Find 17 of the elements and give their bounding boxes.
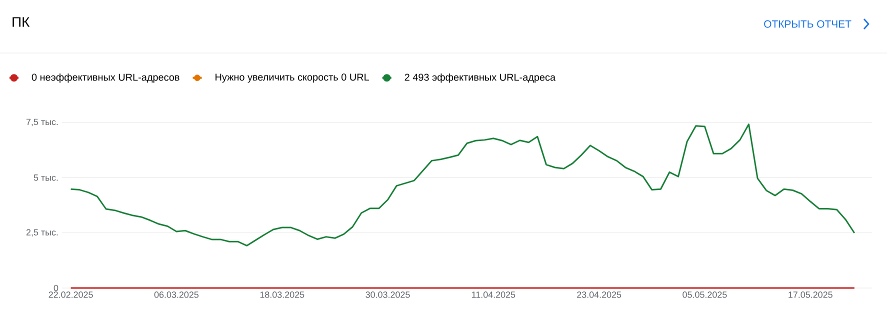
x-tick-label: 22.02.2025 [48, 292, 93, 298]
legend-label: 2 493 эффективных URL-адреса [404, 73, 556, 83]
legend-label: 0 неэффективных URL-адресов [32, 73, 180, 83]
x-tick-label: 06.03.2025 [154, 292, 199, 298]
chart-title: ПК [12, 17, 30, 27]
text: ОТКРЫТЬ ОТЧЕТ [764, 20, 852, 28]
y-tick-label: 2,5 тыс. [26, 229, 58, 237]
x-tick-label: 23.04.2025 [577, 292, 622, 298]
x-tick-label: 05.05.2025 [682, 292, 727, 298]
x-tick-label: 17.05.2025 [788, 292, 832, 298]
x-tick-label: 30.03.2025 [366, 292, 410, 298]
x-tick-label: 11.04.2025 [472, 292, 516, 298]
legend-label: Нужно увеличить скорость 0 URL [216, 74, 370, 83]
y-tick-label: 5 тыс. [34, 174, 58, 181]
y-tick-label: 0 [54, 284, 58, 292]
y-tick-label: 7,5 тыс. [26, 118, 58, 126]
x-tick-label: 18.03.2025 [260, 292, 304, 298]
